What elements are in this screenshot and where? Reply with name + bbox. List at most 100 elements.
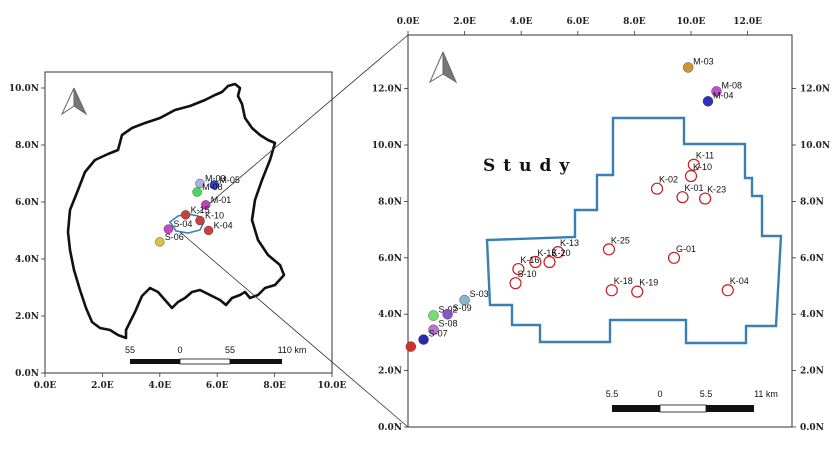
right-scale-label-2: 5.5 [700, 389, 713, 399]
region-outline [66, 82, 286, 340]
right-y-tick-label-left: 4.0N [378, 310, 402, 320]
left-y-tick-label: 2.0N [15, 312, 39, 322]
north-arrow-icon [60, 87, 88, 116]
right-y-tick-label-right: 10.0N [800, 141, 830, 151]
left-scale-bar: 55 0 55 110 km [125, 345, 307, 365]
station-marker [459, 294, 470, 306]
well-label: G-01 [676, 244, 696, 254]
well-marker [667, 251, 681, 264]
well-marker [551, 246, 565, 259]
left-x-tick-label: 0.0E [34, 381, 57, 391]
station-marker [682, 62, 694, 73]
left-y-tick-label: 0.0N [15, 369, 39, 379]
well-label: K-18 [614, 276, 633, 286]
left-x-tick-label: 4.0E [149, 381, 172, 391]
right-y-tick-label-left: 6.0N [378, 254, 402, 264]
well-label: K-20 [552, 248, 571, 258]
well-label: K-16 [520, 255, 539, 265]
well-marker [543, 255, 556, 269]
station-marker [442, 309, 453, 320]
station-marker [428, 310, 439, 321]
well-label: K-13 [560, 238, 579, 248]
right-y-tick-label-left: 12.0N [372, 85, 402, 95]
left-station-label: S-06 [165, 232, 184, 242]
left-station-marker [155, 237, 165, 247]
right-scale-label-0: 5.5 [606, 389, 619, 399]
station-label: S-03 [470, 289, 489, 299]
study-title: Study [483, 156, 577, 176]
left-station-label: M-05 [219, 175, 240, 185]
well-label: K-25 [611, 235, 630, 245]
zoom-line-top [196, 34, 409, 215]
well-label: K-11 [696, 151, 714, 161]
station-marker [405, 341, 417, 352]
right-y-tick-label-left: 0.0N [378, 423, 402, 433]
right-y-tick-label-left: 8.0N [378, 197, 402, 207]
well-marker [631, 285, 644, 298]
well-marker [509, 277, 522, 290]
left-station-marker [180, 210, 191, 220]
station-marker [711, 86, 722, 97]
well-label: K-19 [639, 278, 658, 288]
left-station-marker [203, 225, 214, 236]
right-x-tick-label: 6.0E [567, 17, 590, 27]
left-station-marker [201, 200, 211, 210]
well-marker [699, 192, 712, 205]
well-label: K-10 [693, 162, 712, 172]
right-scale-label-1: 0 [657, 389, 662, 399]
right-y-tick-label-right: 0.0N [800, 423, 824, 433]
right-y-tick-label-right: 8.0N [800, 197, 824, 207]
left-scale-label-1: 0 [177, 345, 182, 355]
well-label: K-23 [707, 185, 726, 195]
right-y-tick-label-left: 10.0N [372, 141, 402, 151]
well-label: S-10 [518, 269, 537, 279]
well-marker [512, 262, 525, 276]
right-x-tick-label: 10.0E [677, 17, 706, 27]
right-map-frame [407, 34, 793, 428]
left-y-tick-label: 10.0N [9, 84, 39, 94]
right-y-tick-label-right: 12.0N [800, 85, 830, 95]
well-marker [721, 284, 734, 297]
right-y-tick-label-left: 2.0N [378, 367, 402, 377]
left-y-tick-label: 6.0N [15, 198, 39, 208]
right-y-tick-label-right: 4.0N [800, 310, 824, 320]
left-x-tick-label: 2.0E [91, 381, 114, 391]
left-scale-label-2: 55 [225, 345, 235, 355]
left-y-tick-label: 8.0N [15, 141, 39, 151]
well-marker [602, 243, 616, 256]
station-marker [702, 96, 714, 107]
well-label: K-02 [659, 175, 678, 185]
zoom-line-bottom [179, 231, 409, 428]
left-station-marker [163, 224, 174, 234]
left-station-label: K-15 [191, 205, 210, 215]
left-station-marker [192, 187, 202, 197]
left-station-label: M-01 [211, 195, 232, 205]
well-label: K-15 [537, 248, 556, 258]
station-label: M-04 [713, 90, 734, 100]
left-station-marker [195, 178, 205, 189]
station-label: S-07 [429, 329, 448, 339]
right-scale-label-3: 11 km [754, 389, 778, 399]
well-marker [650, 182, 664, 195]
left-station-marker [195, 215, 205, 226]
well-marker [605, 284, 618, 297]
well-marker [676, 191, 689, 204]
right-x-tick-label: 12.0E [733, 17, 762, 27]
station-label: M-08 [721, 80, 742, 90]
right-x-tick-label: 2.0E [453, 17, 476, 27]
left-station-marker [209, 180, 220, 190]
station-marker [428, 324, 439, 335]
station-label: S-09 [453, 303, 472, 313]
left-station-label: M-08 [202, 182, 223, 192]
well-marker [687, 158, 700, 171]
left-station-label: K-10 [205, 211, 224, 221]
left-station-label: S-04 [173, 219, 192, 229]
right-x-tick-label: 4.0E [510, 17, 533, 27]
left-x-tick-label: 10.0E [318, 381, 347, 391]
left-scale-label-3: 110 km [278, 345, 307, 355]
well-marker [529, 255, 542, 269]
well-marker [684, 169, 698, 183]
left-station-label: M-03 [205, 173, 226, 183]
